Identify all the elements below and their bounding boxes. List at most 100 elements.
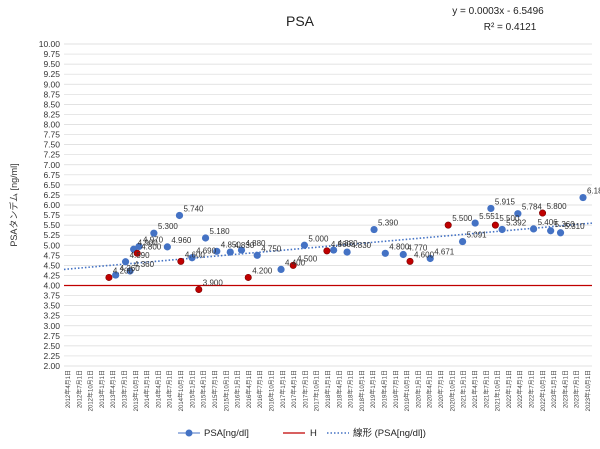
y-tick-label: 5.25 — [43, 230, 60, 240]
psa-point — [201, 234, 210, 242]
x-tick-label: 2015年10月1日 — [222, 370, 230, 411]
x-tick-label: 2023年1月1日 — [550, 370, 558, 408]
data-label: 5.180 — [210, 227, 231, 236]
x-tick-label: 2016年1月1日 — [234, 370, 242, 408]
x-tick-label: 2016年7月1日 — [256, 370, 264, 408]
data-label: 5.392 — [506, 218, 527, 227]
y-tick-label: 5.50 — [43, 220, 60, 230]
data-label: 5.000 — [308, 234, 329, 243]
h-point — [491, 221, 499, 229]
h-point — [177, 257, 185, 265]
psa-point — [277, 265, 285, 273]
x-tick-label: 2012年10月1日 — [87, 370, 95, 411]
legend-trend-label: 線形 (PSA[ng/dl]) — [353, 427, 426, 439]
x-tick-label: 2022年1月1日 — [505, 370, 513, 408]
x-tick-label: 2019年7月1日 — [392, 370, 400, 408]
data-label: 5.406 — [538, 218, 559, 227]
psa-point — [213, 247, 221, 255]
data-label: 4.360 — [134, 260, 155, 269]
psa-point — [399, 250, 407, 259]
legend-psa-label: PSA[ng/dl] — [204, 428, 249, 439]
legend-psa-marker — [185, 429, 193, 437]
h-point — [323, 247, 331, 255]
y-tick-label: 7.50 — [43, 140, 60, 150]
data-label: 5.800 — [547, 202, 568, 211]
x-tick-label: 2023年10月1日 — [584, 370, 592, 411]
data-label: 3.900 — [203, 279, 224, 288]
x-tick-label: 2015年4月1日 — [200, 370, 208, 408]
x-tick-label: 2019年10月1日 — [403, 370, 411, 411]
y-tick-label: 6.25 — [43, 190, 60, 200]
y-tick-label: 2.25 — [43, 351, 60, 361]
data-points — [105, 193, 587, 294]
data-label: 4.900 — [138, 238, 159, 247]
y-tick-label: 5.75 — [43, 210, 60, 220]
data-label: 4.800 — [389, 242, 410, 251]
x-tick-label: 2017年7月1日 — [301, 370, 309, 408]
h-point — [195, 286, 203, 294]
r-squared: R² = 0.4121 — [484, 22, 537, 33]
data-label: 5.500 — [452, 214, 473, 223]
psa-point — [381, 249, 389, 257]
data-label: 4.880 — [245, 239, 266, 248]
psa-point — [514, 210, 522, 218]
x-tick-label: 2014年1月1日 — [143, 370, 151, 408]
y-tick-label: 7.00 — [43, 160, 60, 170]
y-tick-label: 3.50 — [43, 301, 60, 311]
data-label: 4.690 — [196, 247, 217, 256]
psa-point — [370, 225, 378, 234]
y-tick-label: 8.50 — [43, 99, 60, 109]
psa-point — [458, 237, 467, 246]
data-label: 4.600 — [414, 250, 435, 259]
x-tick-label: 2019年4月1日 — [381, 370, 389, 408]
h-point — [539, 209, 547, 217]
legend: PSA[ng/dl] H 線形 (PSA[ng/dl]) — [178, 427, 426, 439]
h-point — [105, 273, 113, 281]
h-point — [133, 249, 141, 257]
psa-point — [112, 271, 120, 279]
data-label: 5.915 — [495, 197, 516, 206]
data-label: 4.860 — [331, 240, 352, 249]
y-tick-label: 8.75 — [43, 89, 60, 99]
y-tick-label: 6.00 — [43, 200, 60, 210]
y-axis-ticks: 2.002.252.502.753.003.253.503.754.004.25… — [39, 39, 61, 371]
data-label: 4.200 — [113, 266, 134, 275]
x-tick-label: 2018年7月1日 — [347, 370, 355, 408]
x-tick-label: 2021年7月1日 — [482, 370, 490, 408]
h-point — [289, 261, 297, 269]
data-label: 4.600 — [185, 250, 206, 259]
y-tick-label: 6.50 — [43, 180, 60, 190]
psa-point — [426, 254, 434, 263]
x-tick-label: 2021年4月1日 — [471, 370, 479, 408]
psa-point — [343, 248, 351, 256]
data-label: 4.800 — [141, 242, 162, 251]
y-tick-label: 4.75 — [43, 250, 60, 260]
x-tick-label: 2023年7月1日 — [573, 370, 581, 408]
data-label: 4.671 — [434, 247, 455, 256]
data-label: 4.960 — [171, 236, 192, 245]
y-tick-label: 10.00 — [39, 39, 61, 49]
y-tick-label: 4.25 — [43, 270, 60, 280]
psa-point — [253, 251, 261, 259]
y-tick-label: 9.25 — [43, 69, 60, 79]
psa-point — [556, 229, 565, 237]
x-tick-label: 2022年4月1日 — [516, 370, 524, 408]
y-tick-label: 3.25 — [43, 311, 60, 321]
psa-point — [226, 248, 234, 256]
chart-title: PSA — [286, 13, 315, 29]
psa-point — [150, 229, 158, 237]
data-label: 5.784 — [522, 203, 543, 212]
data-label: 4.830 — [234, 241, 255, 250]
data-label: 5.390 — [378, 219, 399, 228]
x-tick-label: 2020年1月1日 — [414, 370, 422, 408]
x-tick-label: 2012年4月1日 — [64, 370, 72, 408]
data-label: 4.970 — [143, 235, 164, 244]
data-label: 4.750 — [261, 244, 282, 253]
data-label: 5.310 — [565, 222, 586, 231]
psa-point — [237, 246, 246, 254]
legend-h-label: H — [310, 428, 317, 439]
x-tick-label: 2014年4月1日 — [154, 370, 162, 408]
y-tick-label: 2.75 — [43, 331, 60, 341]
x-tick-label: 2015年7月1日 — [211, 370, 219, 408]
